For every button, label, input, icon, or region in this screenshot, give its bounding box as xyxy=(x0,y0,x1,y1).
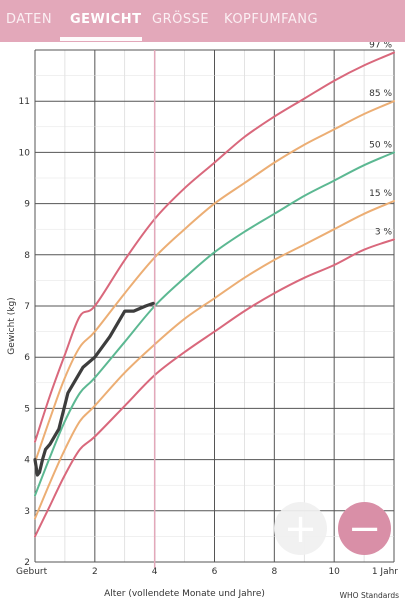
percentile-label-p15: 15 % xyxy=(369,189,392,199)
child-weight-line[interactable] xyxy=(33,301,155,477)
remove-entry-button[interactable]: − xyxy=(338,502,391,555)
y-tick-label: 10 xyxy=(19,148,31,158)
plus-icon: + xyxy=(283,505,318,552)
y-axis-title: Gewicht (kg) xyxy=(7,297,17,354)
percentile-curve-p3 xyxy=(34,238,395,538)
y-tick-label: 8 xyxy=(24,251,30,261)
x-tick-label: 6 xyxy=(212,567,218,577)
percentile-label-p97: 97 % xyxy=(369,42,392,51)
y-tick-label: 2 xyxy=(24,558,30,568)
percentile-label-p85: 85 % xyxy=(369,89,392,99)
source-note: WHO Standards xyxy=(340,591,399,600)
active-tab-indicator xyxy=(60,37,142,41)
percentile-curve-p50 xyxy=(34,151,395,497)
percentile-label-p3: 3 % xyxy=(375,227,393,237)
x-axis-title: Alter (vollendete Monate und Jahre) xyxy=(104,589,265,599)
y-tick-label: 7 xyxy=(24,302,30,312)
tab-bar: DATEN GEWICHT GRÖSSE KOPFUMFANG xyxy=(0,0,405,42)
x-tick-label: 8 xyxy=(271,567,277,577)
percentile-curve-p97 xyxy=(34,51,395,443)
tab-groesse[interactable]: GRÖSSE xyxy=(152,12,210,27)
y-tick-label: 5 xyxy=(24,404,30,414)
tab-daten[interactable]: DATEN xyxy=(6,12,53,27)
percentile-label-p50: 50 % xyxy=(369,140,392,150)
percentile-curve-p85 xyxy=(34,100,395,464)
tab-kopfumfang[interactable]: KOPFUMFANG xyxy=(224,12,319,27)
y-tick-label: 4 xyxy=(24,456,30,466)
tab-gewicht[interactable]: GEWICHT xyxy=(70,12,142,27)
x-tick-label: 10 xyxy=(328,567,340,577)
add-entry-button[interactable]: + xyxy=(274,502,327,555)
x-tick-label: Geburt xyxy=(16,567,48,577)
x-tick-label: 2 xyxy=(92,567,98,577)
y-tick-label: 11 xyxy=(19,97,30,107)
minus-icon: − xyxy=(347,505,382,552)
x-tick-label: 4 xyxy=(152,567,158,577)
y-tick-label: 3 xyxy=(24,507,30,517)
x-tick-label: 1 Jahr xyxy=(372,567,398,577)
y-tick-label: 9 xyxy=(24,200,30,210)
y-tick-label: 6 xyxy=(24,353,30,363)
percentile-curve-p15 xyxy=(34,200,395,520)
